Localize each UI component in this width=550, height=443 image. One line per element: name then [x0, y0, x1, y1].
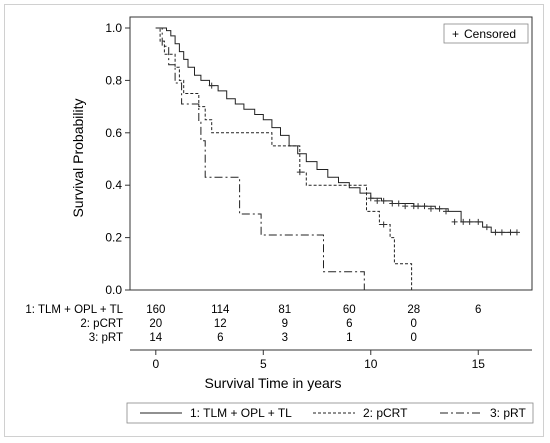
- at-risk-count: 0: [411, 318, 417, 330]
- legend-label-3: 3: pRT: [490, 406, 526, 420]
- at-risk-count: 6: [475, 304, 481, 316]
- censor-mark: [513, 229, 520, 236]
- at-risk-count: 6: [217, 332, 223, 344]
- survival-curve-3: [155, 27, 365, 290]
- censor-mark: [380, 221, 387, 228]
- censor-marks: [208, 82, 520, 236]
- at-risk-count: 1: [346, 332, 352, 344]
- censored-legend: + Censored: [443, 23, 529, 44]
- censor-mark: [367, 195, 374, 202]
- legend-label-2: 2: pCRT: [363, 406, 408, 420]
- censor-mark: [436, 205, 443, 212]
- x-tick-label: 15: [472, 357, 486, 371]
- censor-mark: [492, 229, 499, 236]
- survival-curve-1: [155, 27, 517, 233]
- at-risk-count: 160: [146, 304, 165, 316]
- censor-mark: [208, 82, 215, 89]
- y-axis-title: Survival Probability: [70, 98, 86, 217]
- y-tick-label: 0.2: [105, 231, 122, 245]
- censor-mark: [451, 218, 458, 225]
- censored-legend-label: Censored: [464, 27, 516, 41]
- censor-mark: [374, 197, 381, 204]
- censor-mark: [498, 229, 505, 236]
- censor-mark: [415, 203, 422, 210]
- x-tick-label: 5: [260, 357, 267, 371]
- censor-mark: [466, 218, 473, 225]
- x-axis-title: Survival Time in years: [205, 375, 342, 391]
- y-tick-label: 1.0: [105, 21, 122, 35]
- at-risk-count: 81: [278, 304, 291, 316]
- censor-mark: [443, 208, 450, 215]
- censor-mark: [427, 205, 434, 212]
- plot-border: [129, 16, 533, 291]
- at-risk-count: 60: [343, 304, 356, 316]
- censor-mark: [296, 169, 303, 176]
- at-risk-count: 12: [214, 318, 227, 330]
- plot-area: 0.00.20.40.60.81.00 5 10 15: [105, 16, 533, 371]
- at-risk-count: 20: [149, 318, 162, 330]
- at-risk-count: 114: [211, 304, 230, 316]
- y-tick-label: 0.8: [105, 73, 122, 87]
- legend-label-1: 1: TLM + OPL + TL: [190, 406, 292, 420]
- at-risk-table: 1: TLM + OPL + TL 160 114 81 60 28 62: pCRT 20 1…: [25, 304, 481, 344]
- at-risk-count: 28: [407, 304, 420, 316]
- at-risk-count: 6: [346, 318, 352, 330]
- censor-mark: [507, 229, 514, 236]
- censor-mark: [421, 203, 428, 210]
- x-tick-label: 10: [364, 357, 378, 371]
- at-risk-count: 0: [411, 332, 417, 344]
- at-risk-count: 9: [282, 318, 288, 330]
- at-risk-count: 3: [282, 332, 288, 344]
- censored-legend-symbol: +: [452, 27, 459, 41]
- censor-mark: [460, 218, 467, 225]
- y-tick-label: 0.0: [105, 283, 122, 297]
- censor-mark: [483, 224, 490, 231]
- at-risk-row-label: 1: TLM + OPL + TL: [25, 304, 123, 316]
- chart-frame: [4, 4, 544, 437]
- at-risk-row-label: 3: pRT: [89, 332, 123, 344]
- series-legend: 1: TLM + OPL + TL 2: pCRT 3: pRT: [126, 402, 534, 424]
- y-tick-label: 0.6: [105, 126, 122, 140]
- y-tick-label: 0.4: [105, 178, 122, 192]
- censor-mark: [389, 200, 396, 207]
- censor-mark: [475, 218, 482, 225]
- x-tick-label: 0: [152, 357, 159, 371]
- censor-mark: [380, 197, 387, 204]
- at-risk-count: 14: [149, 332, 162, 344]
- at-risk-row-label: 2: pCRT: [80, 318, 123, 330]
- censor-mark: [395, 200, 402, 207]
- survival-curves: [155, 27, 517, 290]
- censor-mark: [402, 203, 409, 210]
